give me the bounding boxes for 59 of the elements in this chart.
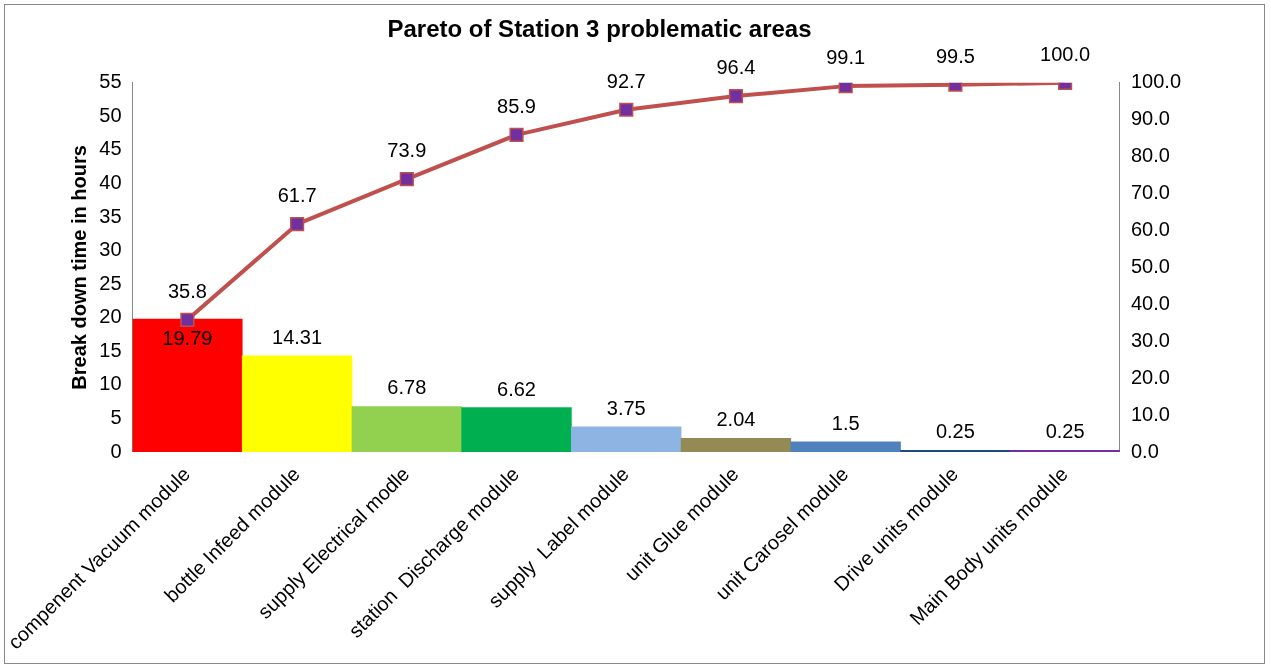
bar xyxy=(241,355,353,452)
data-label: 19.79 xyxy=(162,327,213,350)
y2-tick-label: 100.0 xyxy=(1130,70,1182,93)
y-tick-label: 35 xyxy=(99,204,122,227)
y2-tick-label: 20.0 xyxy=(1130,365,1170,388)
y2-tick-label: 10.0 xyxy=(1130,402,1170,425)
bar xyxy=(1009,449,1120,452)
bar xyxy=(571,426,682,452)
bar xyxy=(790,441,901,452)
data-label: 100.0 xyxy=(1040,42,1091,65)
bar xyxy=(900,449,1011,452)
point xyxy=(289,217,305,232)
y-tick-label: 5 xyxy=(110,405,122,428)
bar xyxy=(351,406,462,452)
data-label: 99.1 xyxy=(826,46,866,69)
y-tick-label: 25 xyxy=(99,271,122,294)
y2-tick-label: 90.0 xyxy=(1130,107,1170,130)
y-tick-label: 0 xyxy=(110,439,122,462)
y-tick-label: 55 xyxy=(99,70,122,93)
y-tick-label: 30 xyxy=(99,238,122,261)
point xyxy=(399,172,414,187)
point xyxy=(838,82,853,94)
y2-tick-label: 50.0 xyxy=(1130,254,1170,277)
data-label: 6.62 xyxy=(497,377,536,400)
data-label: 14.31 xyxy=(272,325,323,348)
point xyxy=(509,127,524,142)
y2-tick-label: 30.0 xyxy=(1130,328,1170,351)
y-tick-label: 45 xyxy=(99,137,122,160)
data-label: 61.7 xyxy=(277,184,317,207)
data-label: 3.75 xyxy=(606,396,646,419)
y-tick-label: 50 xyxy=(99,103,122,126)
bar xyxy=(680,437,792,452)
data-label: 92.7 xyxy=(606,69,646,92)
bar xyxy=(461,407,572,452)
y2-tick-label: 70.0 xyxy=(1130,181,1170,204)
y-tick-label: 40 xyxy=(99,171,122,193)
y-axis-title: Break down time in hours xyxy=(67,145,90,390)
y-tick-label: 20 xyxy=(99,305,122,328)
data-label: 35.8 xyxy=(167,279,207,302)
bar xyxy=(132,318,243,452)
data-label: 0.25 xyxy=(935,420,975,443)
data-label: 96.4 xyxy=(716,56,756,79)
data-label: 0.25 xyxy=(1045,420,1085,443)
point xyxy=(180,312,195,327)
y2-tick-label: 0.0 xyxy=(1130,439,1159,462)
y-tick-label: 10 xyxy=(99,372,122,395)
y2-tick-label: 40.0 xyxy=(1130,291,1170,314)
data-label: 1.5 xyxy=(831,411,860,434)
chart-title: Pareto of Station 3 problematic areas xyxy=(387,15,812,43)
y2-tick-label: 60.0 xyxy=(1130,217,1170,240)
data-label: 85.9 xyxy=(497,94,536,117)
data-label: 99.5 xyxy=(935,44,975,67)
point xyxy=(619,102,634,117)
data-label: 2.04 xyxy=(716,408,756,431)
point xyxy=(728,88,744,104)
data-label: 73.9 xyxy=(387,139,427,162)
y-tick-label: 15 xyxy=(99,338,122,361)
y2-tick-label: 80.0 xyxy=(1130,144,1170,167)
data-label: 6.78 xyxy=(387,376,427,399)
